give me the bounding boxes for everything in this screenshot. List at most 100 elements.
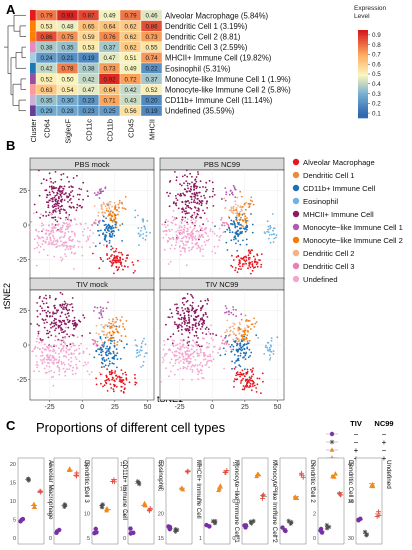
tsne-point [40, 182, 43, 185]
tsne-point [96, 340, 99, 343]
tsne-point [186, 218, 189, 221]
tsne-point [117, 259, 120, 262]
tsne-point [61, 191, 64, 194]
tsne-point [186, 308, 189, 310]
tsne-point [46, 345, 48, 348]
tsne-point [120, 263, 122, 266]
tsne-point [183, 224, 186, 227]
tsne-point [207, 330, 210, 333]
tsne-point [135, 349, 138, 352]
tsne-point [62, 345, 65, 347]
tsne-point [69, 343, 72, 346]
tsne-point [64, 342, 67, 345]
tsne-point [93, 310, 95, 312]
heatmap-column-label: MHCII [148, 119, 157, 140]
tsne-point [71, 297, 74, 299]
tsne-point [63, 193, 65, 196]
tsne-point [188, 183, 191, 185]
tsne-point [73, 252, 76, 255]
facet-title: TIV mock [76, 280, 108, 289]
tsne-point [196, 341, 198, 344]
legend-gradient-step [358, 32, 368, 35]
tsne-point [182, 355, 185, 358]
heatmap-value: 0.73 [145, 34, 158, 41]
tsne-point [230, 311, 233, 314]
tsne-point [216, 245, 219, 248]
tsne-point [103, 327, 106, 330]
tsne-point [186, 184, 189, 187]
tsne-point [63, 222, 66, 225]
tsne-point [195, 219, 198, 222]
tsne-point [275, 236, 277, 239]
tsne-point [212, 187, 215, 190]
tsne-point [53, 344, 56, 346]
tsne-point [191, 305, 193, 307]
heatmap-value: 0.20 [145, 98, 158, 105]
tsne-point [58, 370, 61, 372]
subplot-tick-label: 5 [123, 511, 126, 517]
tsne-point [79, 204, 82, 207]
tsne-point [199, 186, 201, 189]
tsne-point [239, 344, 242, 347]
tsne-point [254, 266, 256, 269]
tsne-point [99, 190, 102, 193]
tsne-point [116, 257, 119, 260]
subplot-label: CD11b+ Immune Cell [121, 460, 128, 520]
tsne-point [232, 325, 235, 327]
tsne-point [49, 323, 52, 326]
tsne-point [47, 336, 50, 339]
tsne-point [65, 244, 68, 247]
tsne-point [174, 195, 177, 197]
tsne-point [208, 359, 211, 362]
tsne-point [93, 205, 96, 207]
heatmap-column-label: SiglecF [64, 119, 73, 144]
tsne-point [240, 349, 243, 352]
tsne-point [197, 305, 200, 307]
tsne-point [125, 378, 128, 381]
mark-circle [243, 523, 249, 528]
tsne-point [247, 331, 249, 333]
legend-sign: + [382, 438, 387, 447]
tsne-point [110, 337, 113, 340]
tsne-point [196, 348, 198, 351]
tsne-point [263, 231, 266, 234]
tsne-point [62, 347, 65, 349]
legend-gradient-step [358, 111, 368, 114]
tsne-point [188, 350, 191, 352]
mark-circle [356, 518, 361, 523]
tsne-point [115, 385, 118, 388]
tsne-point [76, 203, 79, 206]
tsne-point [36, 347, 39, 349]
tsne-point [181, 175, 184, 178]
tsne-point [266, 230, 268, 233]
tsne-point [62, 336, 64, 339]
tsne-point [137, 259, 139, 262]
tsne-point [224, 305, 227, 307]
tsne-point [67, 230, 70, 233]
tsne-point [196, 198, 199, 200]
tsne-point [174, 362, 177, 365]
tsne-point [137, 214, 139, 217]
tsne-point [110, 387, 113, 389]
tsne-point [185, 300, 188, 303]
mark-triangle [292, 494, 298, 499]
tsne-point [60, 173, 63, 176]
tsne-point [186, 340, 189, 343]
tsne-point [73, 319, 76, 322]
tsne-point [106, 244, 108, 247]
mark-star [288, 521, 293, 526]
tsne-point [48, 243, 51, 245]
tsne-point [228, 311, 230, 313]
tsne-point [193, 318, 195, 321]
tsne-point [260, 392, 262, 395]
tsne-point [218, 239, 221, 242]
tsne-point [199, 229, 202, 232]
tsne-point [248, 205, 251, 208]
tsne-point [54, 329, 56, 332]
tsne-point [244, 215, 247, 218]
tsne-point [113, 339, 116, 342]
tsne-point [185, 346, 188, 349]
tsne-point [231, 231, 234, 234]
heatmap-value: 0.78 [61, 66, 74, 73]
